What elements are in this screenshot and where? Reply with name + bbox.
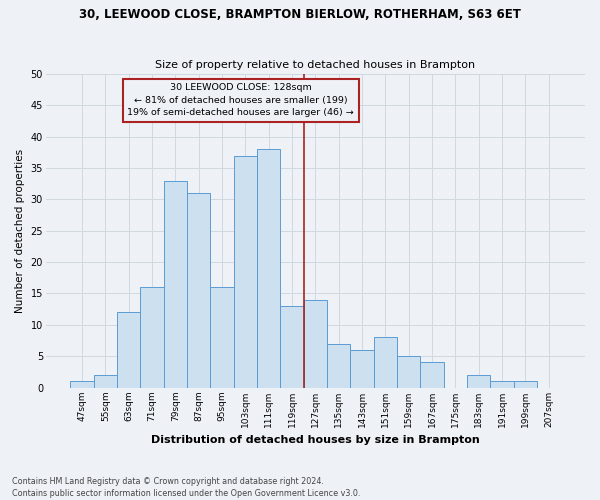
Bar: [490, 381, 514, 388]
Bar: [421, 362, 444, 388]
Bar: [211, 287, 234, 388]
Bar: [350, 350, 374, 388]
Bar: [304, 300, 327, 388]
Bar: [257, 150, 280, 388]
Bar: [70, 381, 94, 388]
X-axis label: Distribution of detached houses by size in Brampton: Distribution of detached houses by size …: [151, 435, 480, 445]
Bar: [94, 375, 117, 388]
Y-axis label: Number of detached properties: Number of detached properties: [15, 148, 25, 313]
Bar: [234, 156, 257, 388]
Bar: [140, 287, 164, 388]
Bar: [514, 381, 537, 388]
Bar: [280, 306, 304, 388]
Bar: [327, 344, 350, 388]
Text: 30, LEEWOOD CLOSE, BRAMPTON BIERLOW, ROTHERHAM, S63 6ET: 30, LEEWOOD CLOSE, BRAMPTON BIERLOW, ROT…: [79, 8, 521, 20]
Bar: [397, 356, 421, 388]
Bar: [374, 338, 397, 388]
Bar: [467, 375, 490, 388]
Bar: [187, 193, 211, 388]
Bar: [164, 180, 187, 388]
Text: 30 LEEWOOD CLOSE: 128sqm
← 81% of detached houses are smaller (199)
19% of semi-: 30 LEEWOOD CLOSE: 128sqm ← 81% of detach…: [127, 84, 354, 117]
Bar: [117, 312, 140, 388]
Title: Size of property relative to detached houses in Brampton: Size of property relative to detached ho…: [155, 60, 475, 70]
Text: Contains HM Land Registry data © Crown copyright and database right 2024.
Contai: Contains HM Land Registry data © Crown c…: [12, 476, 361, 498]
